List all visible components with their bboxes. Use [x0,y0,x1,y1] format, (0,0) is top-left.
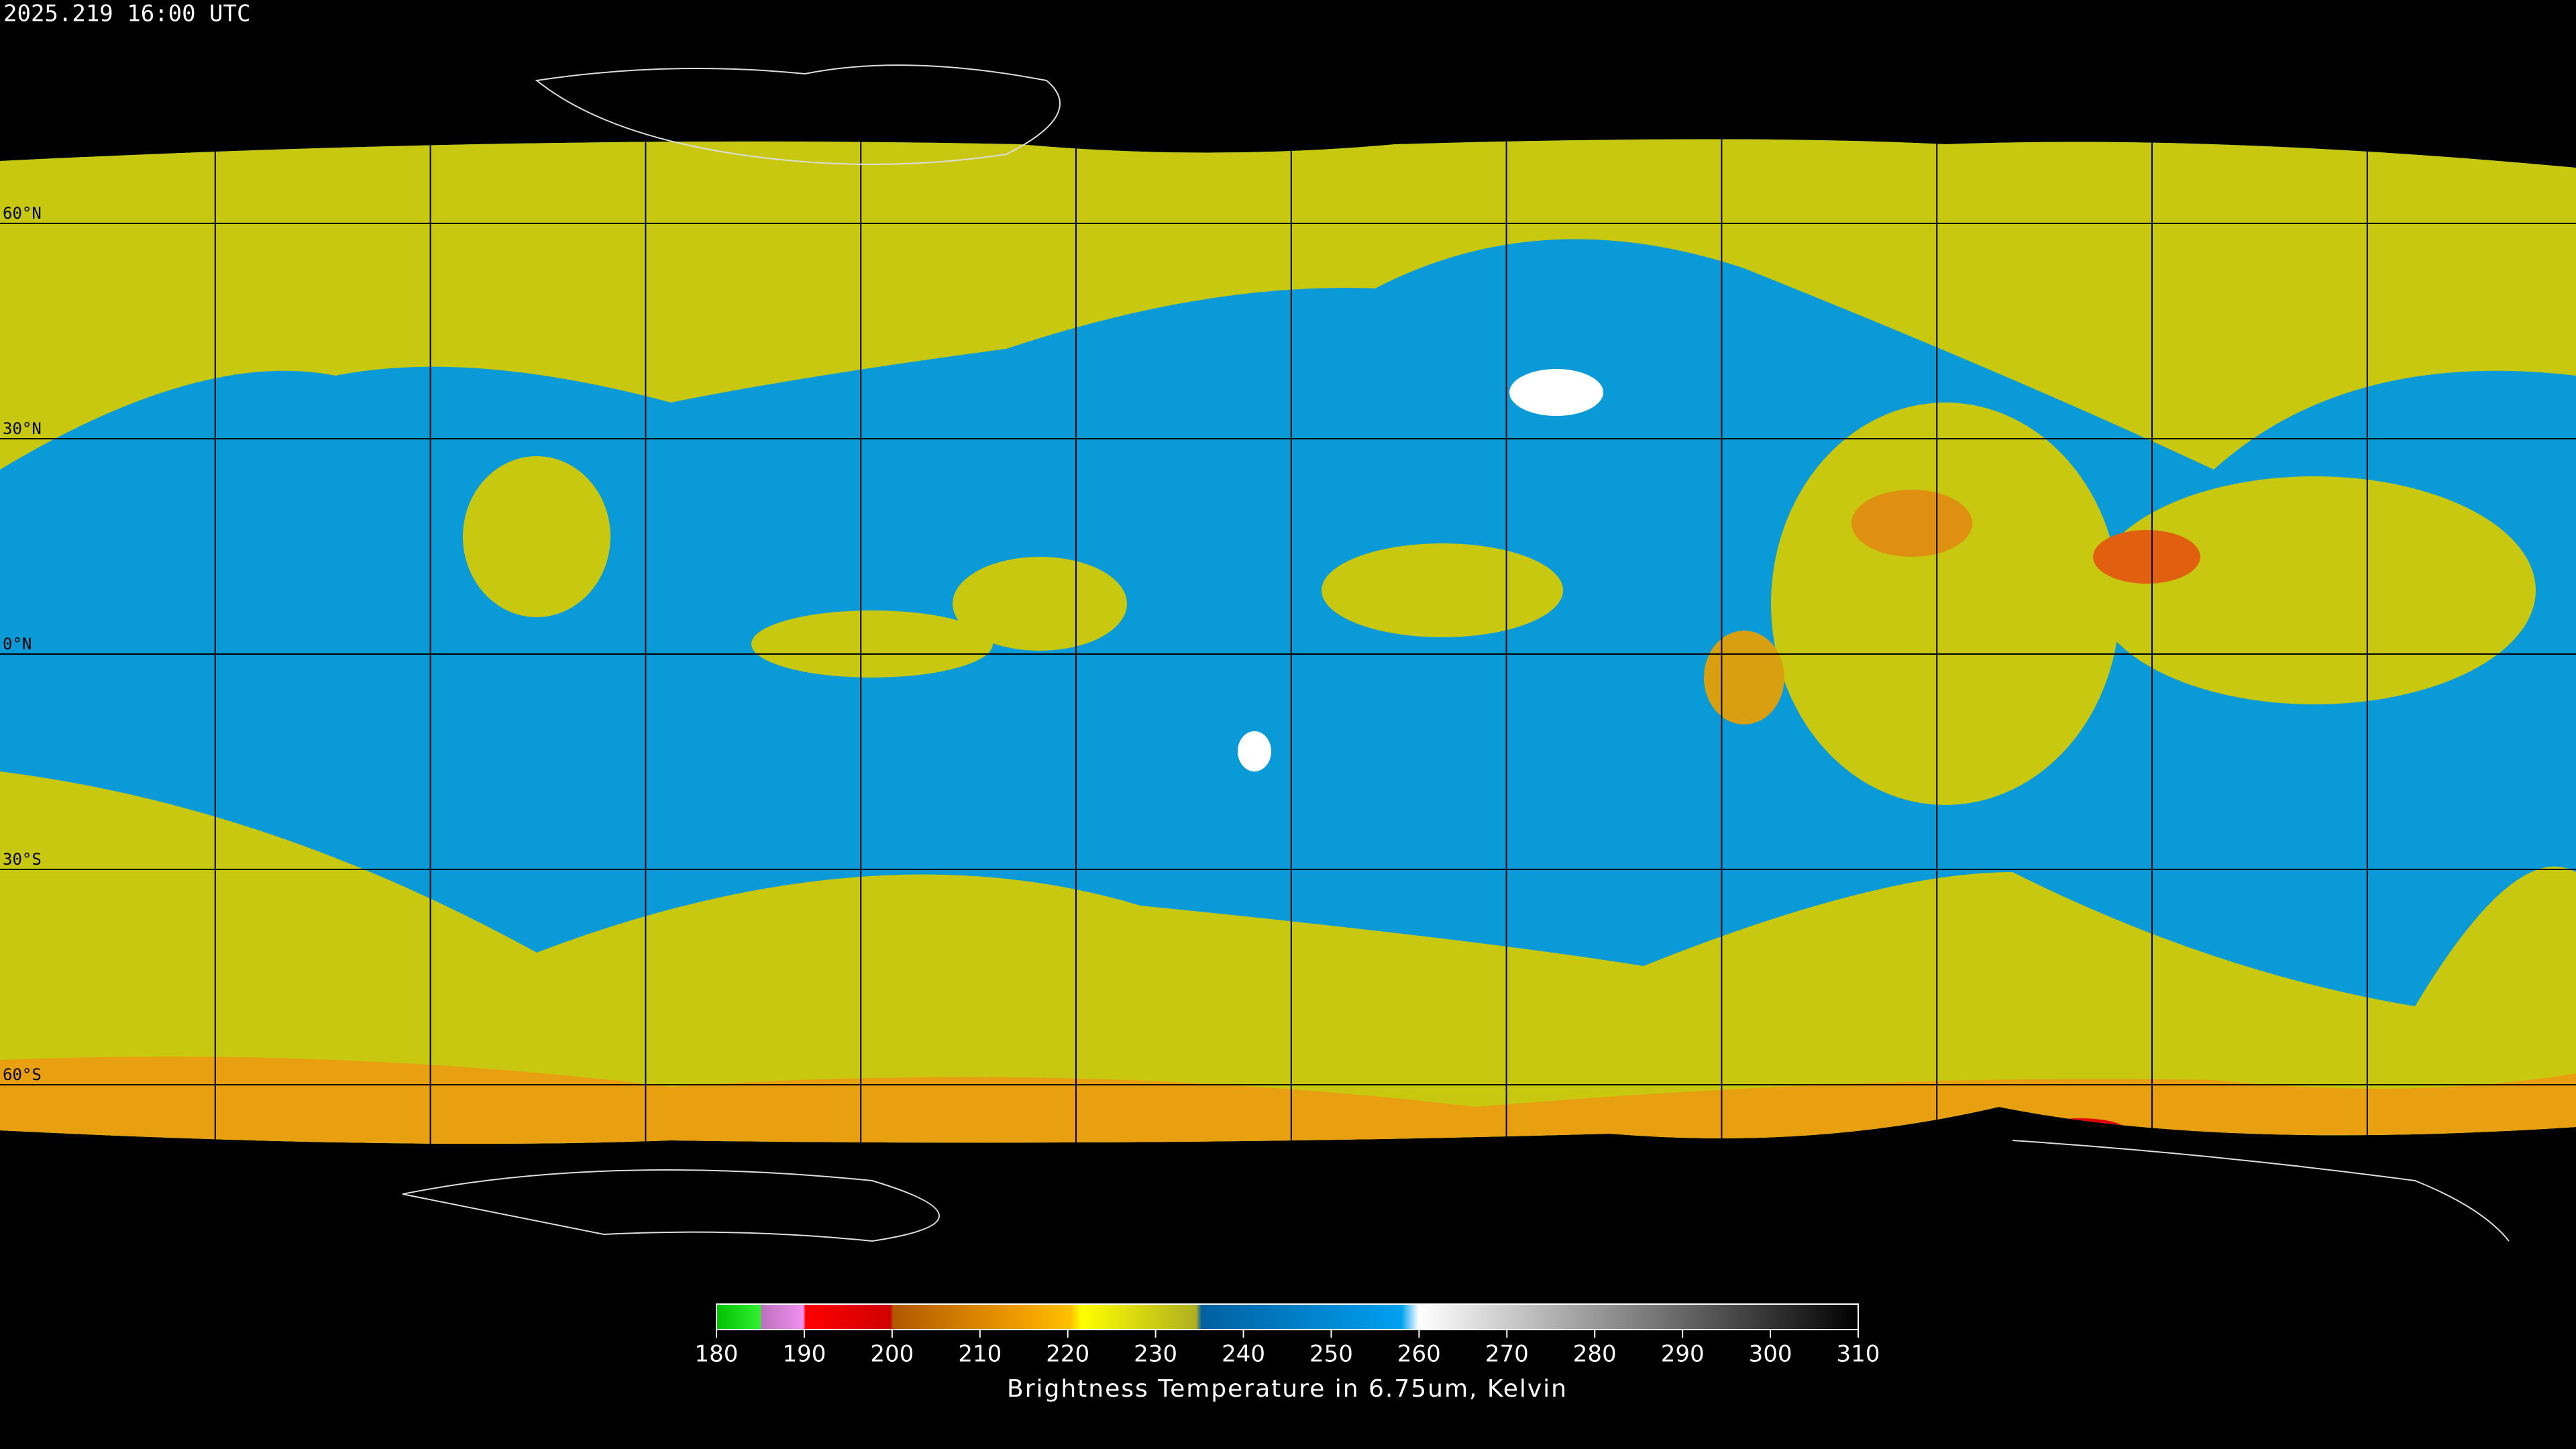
colorbar-tick-label: 290 [1661,1341,1705,1368]
coastlines [402,64,2510,1242]
colorbar-tick-label: 280 [1573,1341,1617,1368]
latitude-label: 30°S [3,850,42,869]
colorbar-tick-label: 310 [1837,1341,1880,1368]
colorbar-tick-label: 210 [958,1341,1002,1368]
colorbar-tick-label: 190 [782,1341,826,1368]
colorbar-tick-label: 270 [1485,1341,1529,1368]
graticule [0,223,2576,1085]
latitude-label: 0°N [3,635,32,653]
colorbar-tick-label: 240 [1222,1341,1265,1368]
colorbar-tick-label: 180 [695,1341,739,1368]
timestamp: 2025.219 16:00 UTC [3,1,250,28]
latitude-label: 60°N [3,204,42,223]
colorbar-tick-label: 300 [1749,1341,1792,1368]
colorbar-ticks: 180 190 200 210 220 230 240 250 260 270 280 290 300 3… [695,1330,1880,1368]
colorbar [716,1303,1859,1330]
colorbar-tick-label: 220 [1046,1341,1089,1368]
colorbar-label: Brightness Temperature in 6.75um, Kelvin [1007,1375,1568,1403]
colorbar-tick-label: 200 [870,1341,914,1368]
colorbar-tick-label: 250 [1309,1341,1353,1368]
water-vapor-image [0,139,2576,1144]
colorbar-tick-label: 260 [1397,1341,1441,1368]
latitude-label: 30°N [3,419,42,438]
latitude-label: 60°S [3,1065,42,1084]
colorbar-tick-label: 230 [1134,1341,1177,1368]
